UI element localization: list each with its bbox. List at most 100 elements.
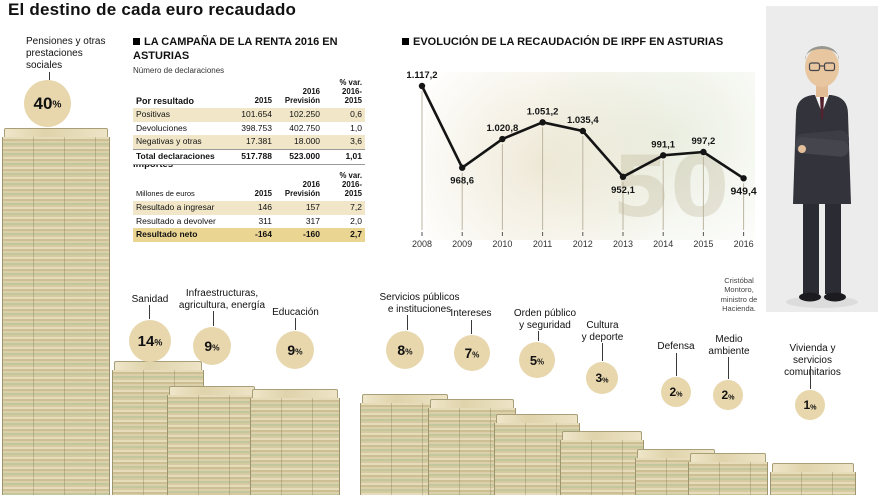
percent-sign: % — [728, 391, 735, 401]
percent-value: 9 — [287, 342, 296, 358]
banknote-pile-icon — [2, 137, 110, 495]
svg-text:2014: 2014 — [653, 239, 673, 249]
person-figure-icon — [766, 6, 878, 312]
svg-text:1.051,2: 1.051,2 — [527, 106, 559, 117]
svg-text:2011: 2011 — [533, 239, 552, 249]
percent-sign: % — [537, 356, 545, 366]
svg-text:2013: 2013 — [613, 239, 633, 249]
svg-text:952,1: 952,1 — [611, 185, 635, 196]
percent-value: 40 — [33, 93, 53, 113]
percent-sign: % — [154, 337, 163, 348]
percent-value: 8 — [397, 342, 406, 358]
category-label-vivienda: Vivienda y servicios comunitarios — [784, 343, 841, 378]
percent-sign: % — [676, 388, 683, 398]
category-label-orden-publico: Orden público y seguridad — [513, 308, 577, 331]
svg-text:2008: 2008 — [412, 239, 432, 249]
svg-text:2015: 2015 — [693, 239, 713, 249]
category-label-sanidad: Sanidad — [131, 294, 169, 305]
section-bullet-icon — [402, 38, 409, 45]
percent-badge-orden-publico: 5% — [519, 342, 555, 378]
percent-value: 2 — [669, 385, 677, 399]
leader-line — [407, 315, 408, 330]
leader-line — [213, 311, 214, 326]
percent-sign: % — [212, 342, 220, 353]
leader-line — [538, 331, 539, 341]
money-stack-pensiones — [2, 128, 110, 495]
leader-line — [149, 305, 150, 319]
banknote-pile-icon — [250, 398, 340, 495]
leader-line — [471, 320, 472, 334]
percent-badge-defensa: 2% — [661, 377, 691, 407]
banknote-pile-icon — [560, 440, 644, 495]
svg-text:997,2: 997,2 — [692, 136, 716, 147]
percent-badge-cultura: 3% — [586, 362, 618, 394]
svg-text:2016: 2016 — [734, 239, 754, 249]
renta-subtitle: Número de declaraciones — [133, 66, 225, 75]
percent-value: 14 — [137, 332, 155, 350]
percent-sign: % — [472, 349, 480, 359]
svg-text:2010: 2010 — [492, 239, 512, 249]
percent-badge-educacion: 9% — [276, 331, 314, 369]
money-stack-educacion — [250, 389, 340, 495]
category-label-servicios-publicos: Servicios públicos e instituciones — [379, 292, 460, 315]
category-label-medio-ambiente: Medio ambiente — [708, 334, 750, 357]
percent-badge-medio-ambiente: 2% — [713, 380, 743, 410]
category-label-intereses: Intereses — [450, 308, 492, 319]
irpf-section-title: EVOLUCIÓN DE LA RECAUDACIÓN DE IRPF EN A… — [402, 36, 772, 50]
banknote-pile-icon — [770, 472, 856, 495]
percent-badge-infraestructuras: 9% — [193, 327, 231, 365]
photo-caption: Cristóbal Montoro, ministro de Hacienda. — [720, 276, 758, 314]
leader-line — [810, 366, 811, 389]
money-stack-cultura — [560, 431, 644, 495]
svg-text:991,1: 991,1 — [651, 139, 675, 150]
renta-table-importes: Millones de euros 2015 2016 Previsión% var… — [133, 170, 365, 243]
percent-value: 2 — [721, 388, 729, 402]
leader-line — [602, 343, 603, 361]
leader-line — [49, 72, 50, 80]
percent-sign: % — [52, 99, 62, 111]
banknote-pile-icon — [167, 395, 257, 495]
percent-badge-vivienda: 1% — [795, 390, 825, 420]
percent-badge-intereses: 7% — [454, 335, 490, 371]
percent-sign: % — [295, 346, 303, 357]
money-stack-medio-ambiente — [688, 453, 768, 495]
renta-section-title: LA CAMPAÑA DE LA RENTA 2016 EN ASTURIAS — [133, 36, 338, 64]
section-bullet-icon — [133, 38, 140, 45]
svg-text:1.020,8: 1.020,8 — [487, 123, 519, 134]
percent-sign: % — [602, 374, 609, 384]
minister-photo — [766, 6, 878, 312]
renta-table-declaraciones: Por resultado 2015 2016 Previsión% var. 20… — [133, 77, 365, 165]
leader-line — [295, 318, 296, 330]
percent-sign: % — [405, 346, 413, 357]
percent-badge-pensiones: 40% — [24, 80, 71, 127]
leader-line — [676, 353, 677, 376]
category-label-pensiones: Pensiones y otras prestaciones sociales — [26, 36, 106, 71]
svg-text:968,6: 968,6 — [450, 176, 474, 187]
svg-text:2009: 2009 — [452, 239, 472, 249]
category-label-defensa: Defensa — [657, 341, 695, 352]
banknote-pile-icon — [688, 462, 768, 495]
svg-text:1.117,2: 1.117,2 — [406, 70, 437, 81]
irpf-title-text: EVOLUCIÓN DE LA RECAUDACIÓN DE IRPF EN A… — [413, 36, 724, 48]
category-label-infraestructuras: Infraestructuras, agricultura, energía — [178, 288, 266, 311]
page-title: El destino de cada euro recaudado — [8, 0, 297, 19]
svg-text:1.035,4: 1.035,4 — [567, 115, 599, 126]
percent-value: 3 — [595, 371, 603, 385]
category-label-cultura: Cultura y deporte — [581, 320, 624, 343]
percent-badge-sanidad: 14% — [129, 320, 171, 362]
category-label-educacion: Educación — [272, 307, 319, 318]
svg-text:2012: 2012 — [573, 239, 593, 249]
leader-line — [728, 357, 729, 379]
percent-value: 5 — [529, 352, 538, 368]
money-stack-infraestructuras — [167, 386, 257, 495]
percent-sign: % — [810, 401, 817, 411]
money-stack-vivienda — [770, 463, 856, 495]
percent-value: 7 — [464, 345, 473, 361]
importes-title: Importes — [133, 159, 174, 170]
percent-badge-servicios-publicos: 8% — [386, 331, 424, 369]
renta-title-text: LA CAMPAÑA DE LA RENTA 2016 EN ASTURIAS — [133, 36, 338, 62]
percent-value: 1 — [803, 398, 811, 412]
percent-value: 9 — [204, 338, 213, 354]
svg-text:949,4: 949,4 — [730, 185, 756, 197]
